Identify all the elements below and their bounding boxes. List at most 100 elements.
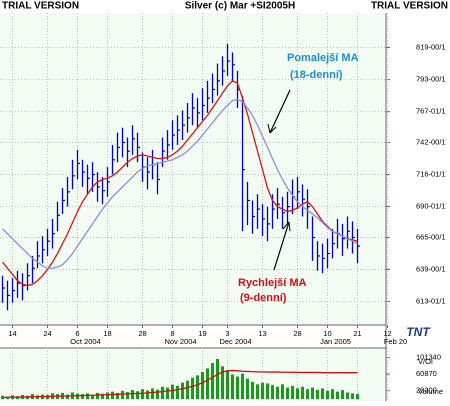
- annotation: Rychlejší MA: [238, 277, 307, 289]
- volume-bar: [246, 378, 249, 399]
- volume-bar: [106, 392, 109, 399]
- volume-bar: [201, 372, 204, 399]
- volume-bar: [86, 393, 89, 399]
- logo: TNT: [406, 325, 431, 339]
- volume-bar: [291, 385, 294, 399]
- volume-bar: [261, 382, 264, 399]
- volume-bar: [351, 393, 354, 399]
- y-tick-label: 742-00/1: [416, 137, 446, 146]
- volume-bar: [156, 389, 159, 399]
- month-label: Feb 20: [384, 337, 407, 346]
- plot-area: [0, 13, 386, 325]
- arrow: [273, 221, 290, 271]
- volume-bar: [326, 390, 329, 399]
- month-label: Jan 2005: [320, 337, 351, 346]
- volume-bar: [296, 388, 299, 399]
- volume-bar: [346, 392, 349, 399]
- volume-bar: [91, 394, 94, 399]
- y-tick-label: 793-00/1: [416, 75, 446, 84]
- volume-bar: [306, 389, 309, 399]
- x-tick-label: 12: [383, 329, 391, 338]
- annotation: Pomalejší MA: [287, 52, 359, 64]
- month-label: Oct 2004: [70, 337, 100, 346]
- volume-bar: [111, 391, 114, 399]
- watermark: TRIAL VERSION: [371, 1, 448, 12]
- volume-bar: [171, 384, 174, 399]
- volume-bar: [336, 391, 339, 399]
- volume-bar: [241, 373, 244, 399]
- x-tick-label: 13: [258, 329, 266, 338]
- x-tick-label: 18: [103, 329, 111, 338]
- volume-bar: [146, 390, 149, 399]
- volume-bar: [356, 394, 359, 399]
- volume-bar: [66, 394, 69, 399]
- watermark: TRIAL VERSION: [2, 1, 79, 12]
- axis-label: Volume: [418, 387, 443, 396]
- volume-bar: [81, 394, 84, 399]
- y-tick-label: 665-00/1: [416, 232, 446, 241]
- volume-bar: [131, 390, 134, 399]
- y2-tick-label: 60870: [416, 369, 437, 378]
- volume-bar: [276, 386, 279, 399]
- volume-bar: [196, 375, 199, 399]
- volume-bar: [226, 370, 229, 399]
- volume-bar: [256, 384, 259, 399]
- volume-bar: [166, 387, 169, 399]
- x-tick-label: 3: [225, 329, 229, 338]
- x-tick-label: 19: [198, 329, 206, 338]
- y2-tick-label: 20300: [416, 386, 437, 395]
- arrow-head: [282, 221, 291, 232]
- volume-bar: [301, 386, 304, 399]
- volume-bar: [181, 382, 184, 399]
- axis-label: V/OI: [418, 357, 433, 366]
- volume-bar: [221, 366, 224, 399]
- volume-bar: [191, 377, 194, 399]
- chart-title: Silver (c) Mar +SI2005H: [185, 1, 295, 12]
- arrow-head: [267, 123, 277, 134]
- volume-bar: [266, 383, 269, 399]
- volume-bar: [136, 391, 139, 399]
- volume-bar: [271, 385, 274, 399]
- x-tick-label: 10: [323, 329, 331, 338]
- volume-bar: [321, 388, 324, 399]
- volume-bar: [161, 386, 164, 399]
- volume-bar: [316, 390, 319, 399]
- volume-bar: [231, 374, 234, 399]
- volume-bar: [216, 358, 219, 399]
- annotation: (18-denní): [290, 69, 343, 81]
- volume-bar: [311, 387, 314, 399]
- volume-bar: [211, 363, 214, 399]
- y-tick-label: 613-01/1: [416, 297, 446, 306]
- annotation: (9-denní): [240, 292, 287, 304]
- y-tick-label: 819-00/1: [416, 43, 446, 52]
- arrow: [269, 89, 291, 134]
- y-tick-label: 716-01/1: [416, 170, 446, 179]
- volume-bar: [186, 380, 189, 399]
- volume-bar: [176, 385, 179, 399]
- volume-bar: [121, 390, 124, 399]
- y-tick-label: 690-01/1: [416, 202, 446, 211]
- x-tick-label: 21: [353, 329, 361, 338]
- volume-bar: [101, 393, 104, 399]
- x-tick-label: 14: [8, 329, 16, 338]
- line: [2, 98, 358, 269]
- volume-bar: [286, 387, 289, 399]
- volume-bar: [281, 384, 284, 399]
- volume-bar: [141, 389, 144, 399]
- month-label: Nov 2004: [164, 337, 196, 346]
- volume-bar: [236, 376, 239, 399]
- month-label: Dec 2004: [219, 337, 251, 346]
- volume-bar: [206, 368, 209, 399]
- volume-bar: [341, 390, 344, 399]
- y-tick-label: 767-01/1: [416, 107, 446, 116]
- volume-bar: [126, 392, 129, 399]
- volume-bar: [251, 381, 254, 399]
- volume-bar: [96, 392, 99, 399]
- volume-bar: [116, 392, 119, 399]
- line: [2, 369, 358, 399]
- x-tick-label: 28: [138, 329, 146, 338]
- layer: 819-00/1 793-00/1 767-01/1 742-00/1 716-01/1…: [0, 13, 446, 401]
- x-tick-label: 6: [75, 329, 79, 338]
- x-tick-label: 8: [170, 329, 174, 338]
